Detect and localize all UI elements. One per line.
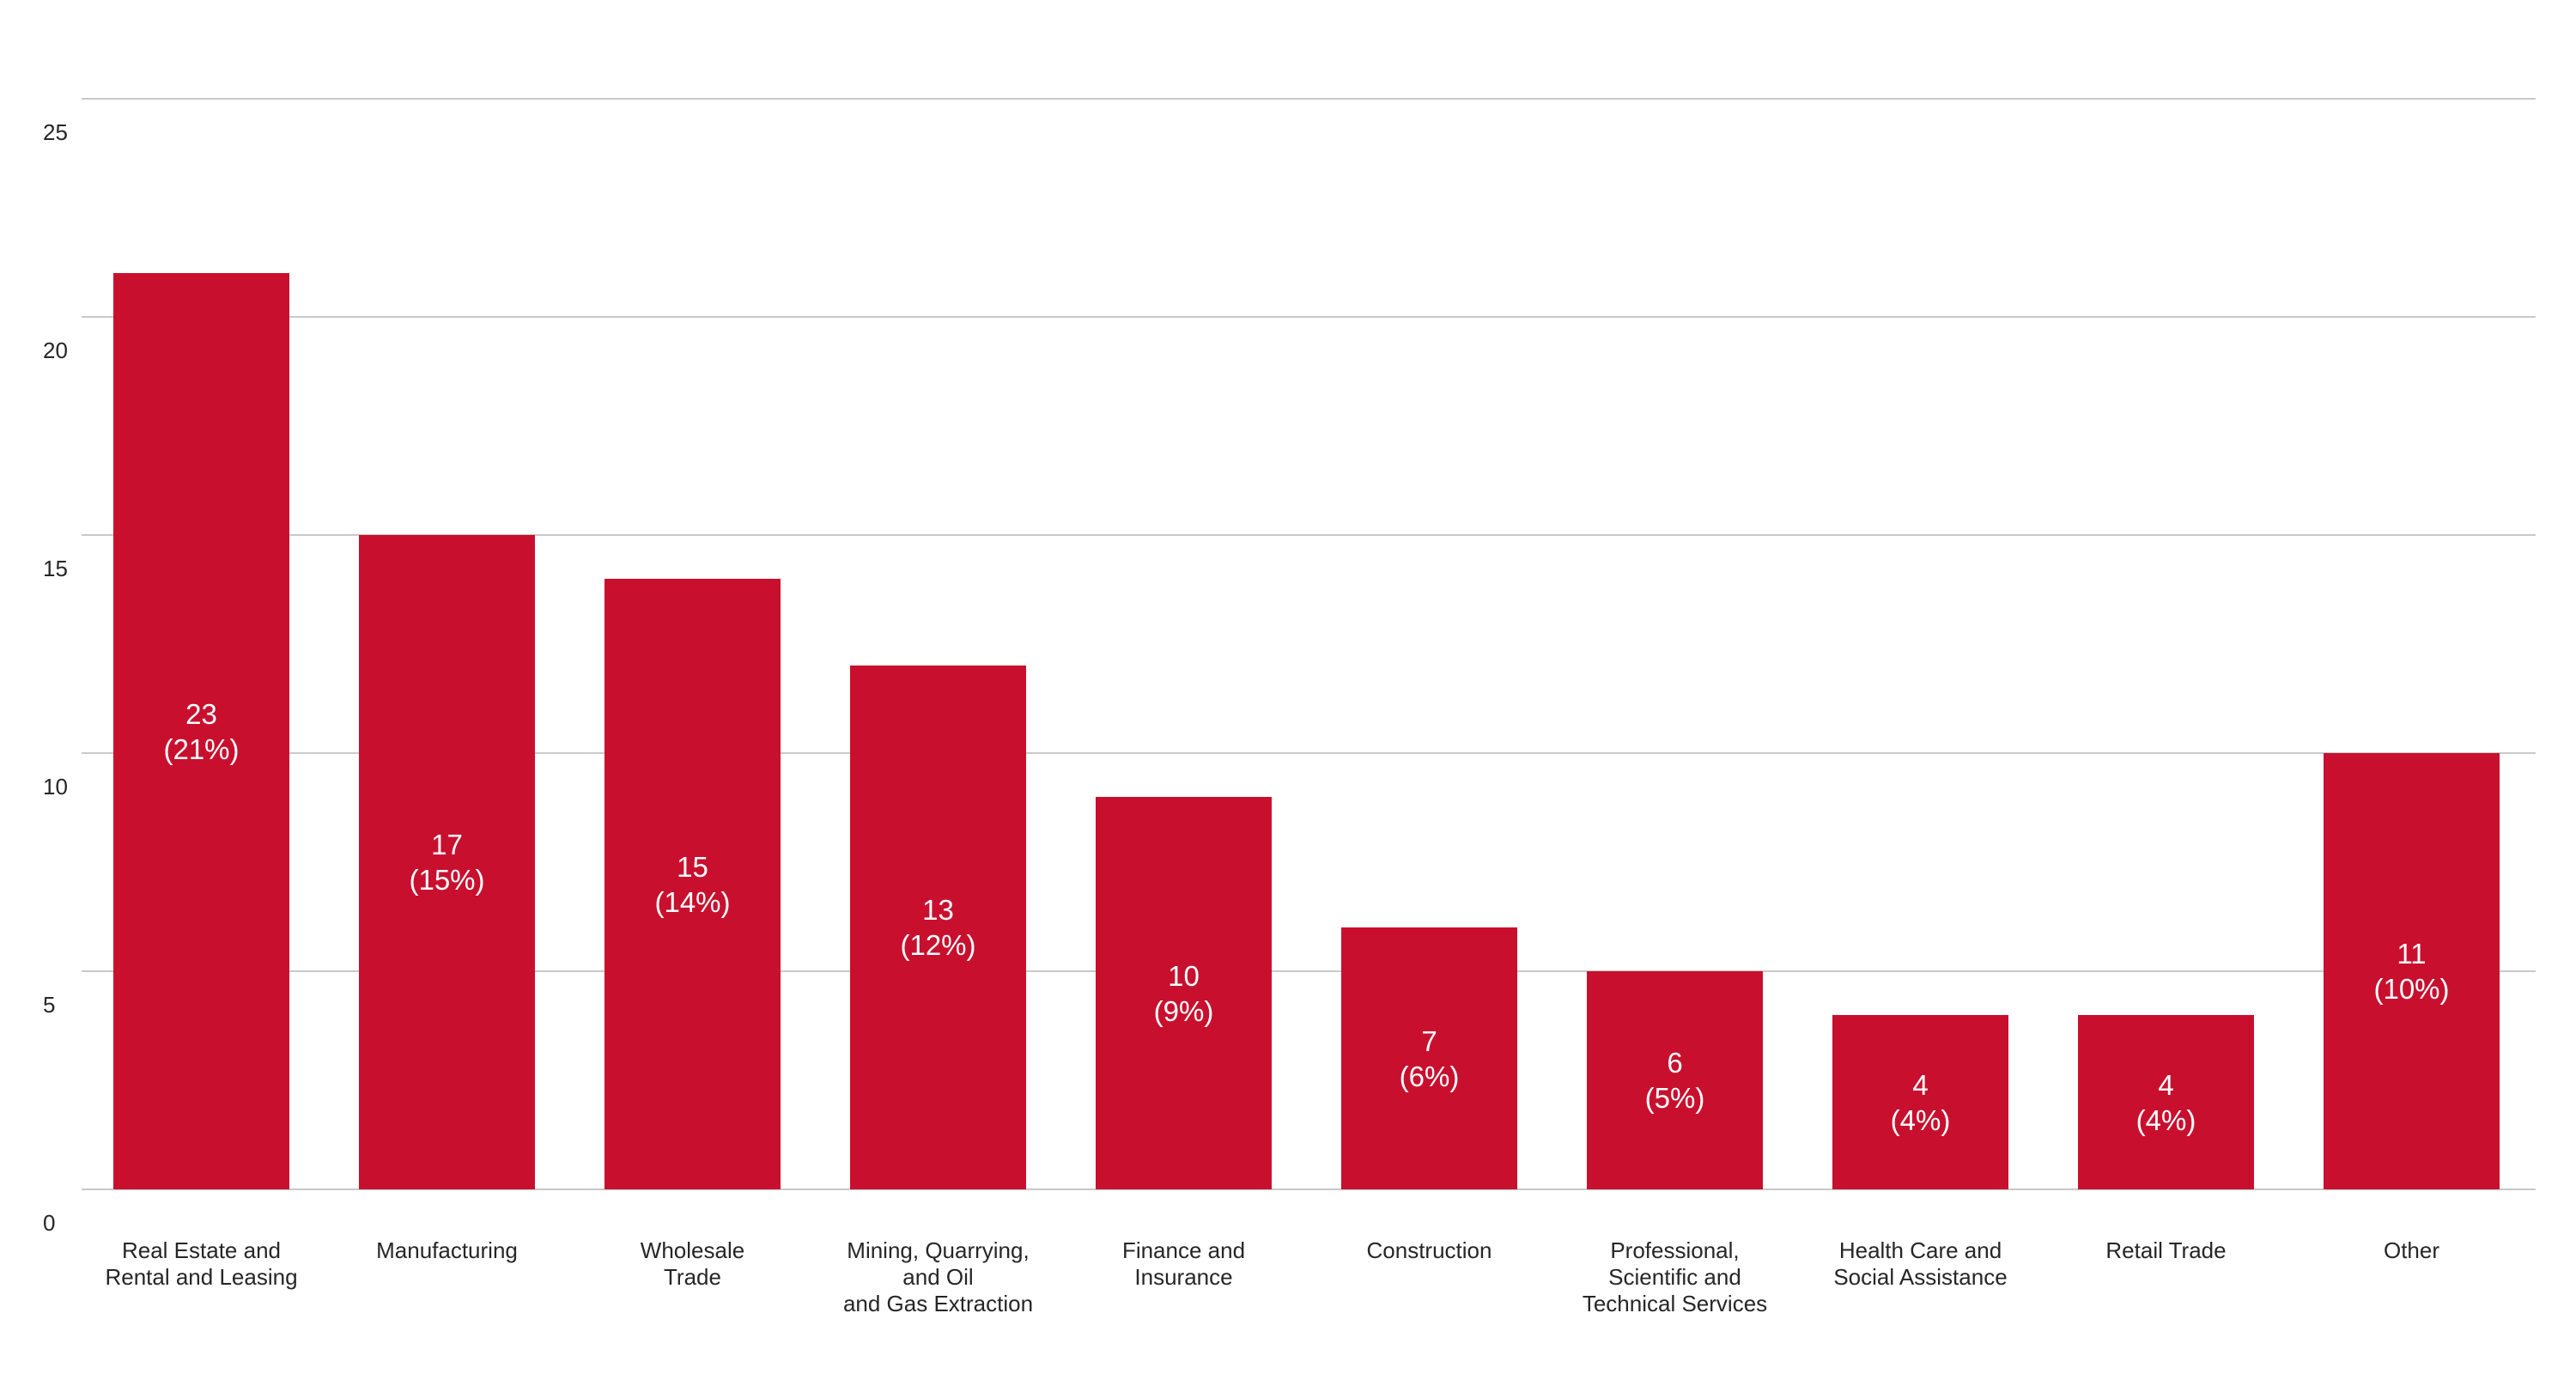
bar-value-label: 17 (15%)	[409, 829, 485, 896]
gridline	[82, 752, 2536, 754]
y-axis-tick-label: 15	[43, 556, 68, 581]
bar: 17 (15%)	[359, 535, 535, 1189]
y-axis-tick-label: 5	[43, 992, 56, 1018]
bar-value-label: 4 (4%)	[1890, 1068, 1951, 1136]
bar: 4 (4%)	[1832, 1015, 2008, 1189]
gridline	[82, 970, 2536, 972]
bar: 23 (21%)	[113, 273, 289, 1189]
bar-value-label: 6 (5%)	[1644, 1047, 1705, 1114]
x-axis-category-label: Retail Trade	[2105, 1237, 2227, 1263]
bar-value-label: 13 (12%)	[900, 894, 976, 961]
bar-value-label: 23 (21%)	[163, 697, 240, 765]
x-axis-category-label: Mining, Quarrying, and Oil and Gas Extract…	[842, 1237, 1034, 1316]
bar: 6 (5%)	[1587, 971, 1763, 1189]
bar-value-label: 4 (4%)	[2136, 1068, 2196, 1136]
bar-value-label: 7 (6%)	[1399, 1024, 1460, 1092]
x-axis-category-label: Construction	[1366, 1237, 1492, 1263]
gridline	[82, 316, 2536, 318]
x-axis-category-label: Wholesale Trade	[640, 1237, 745, 1290]
x-axis-category-label: Finance and Insurance	[1121, 1237, 1246, 1290]
bar: 15 (14%)	[605, 579, 781, 1189]
x-axis-category-label: Professional, Scientific and Technical Ser…	[1582, 1237, 1768, 1316]
bar: 11 (10%)	[2324, 753, 2500, 1189]
gridline	[82, 1188, 2536, 1190]
gridline	[82, 534, 2536, 536]
x-axis-category-label: Real Estate and Rental and Leasing	[105, 1237, 298, 1290]
bar-value-label: 11 (10%)	[2373, 938, 2450, 1005]
x-axis-category-label: Other	[2383, 1237, 2440, 1263]
y-axis-tick-label: 0	[43, 1210, 56, 1236]
bar: 13 (12%)	[850, 666, 1026, 1189]
y-axis-tick-label: 10	[43, 774, 68, 799]
y-axis-tick-label: 25	[43, 119, 68, 145]
bar-value-label: 10 (9%)	[1153, 959, 1214, 1027]
gridline	[82, 98, 2536, 100]
bar-value-label: 15 (14%)	[654, 850, 731, 918]
bar: 10 (9%)	[1096, 797, 1272, 1189]
y-axis-tick-label: 20	[43, 337, 68, 363]
x-axis-category-label: Health Care and Social Assistance	[1833, 1237, 2008, 1290]
bar: 7 (6%)	[1341, 927, 1517, 1189]
x-axis-category-label: Manufacturing	[376, 1237, 518, 1263]
bar: 4 (4%)	[2078, 1015, 2254, 1189]
